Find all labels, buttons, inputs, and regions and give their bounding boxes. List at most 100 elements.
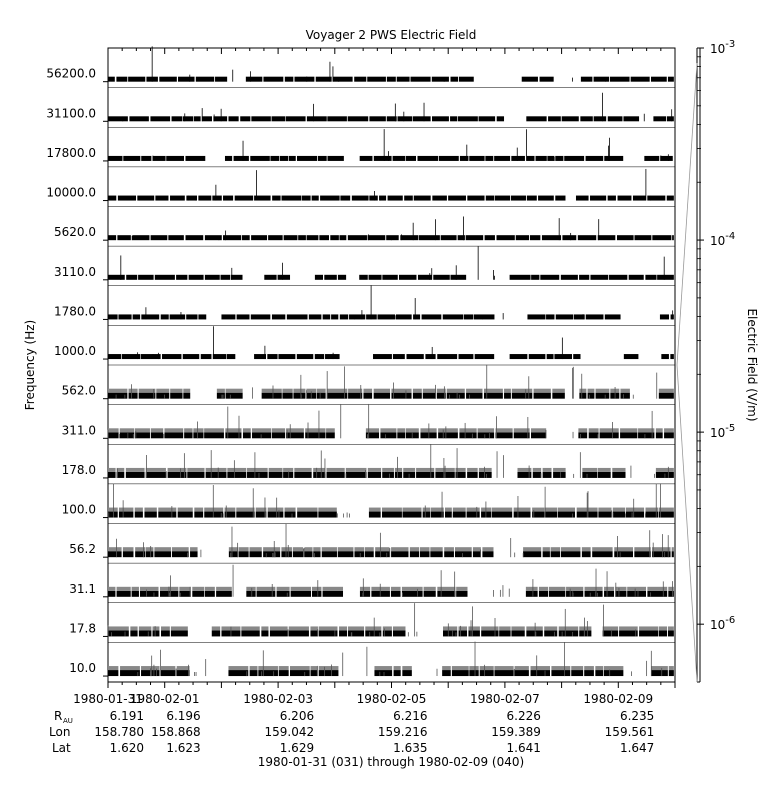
data-segment xyxy=(402,670,412,677)
data-segment xyxy=(322,314,331,320)
data-segment xyxy=(108,551,122,558)
noise-segment xyxy=(634,547,651,552)
data-segment xyxy=(401,590,423,597)
noise-segment xyxy=(313,467,326,472)
noise-segment xyxy=(391,547,409,552)
noise-segment xyxy=(532,507,545,512)
data-segment xyxy=(579,392,587,399)
data-segment xyxy=(368,511,381,518)
ephem-value-r_au: 6.235 xyxy=(620,709,654,723)
noise-segment xyxy=(135,547,146,552)
data-segment xyxy=(236,511,255,518)
ephem-value-r_au: 6.191 xyxy=(110,709,144,723)
data-segment xyxy=(494,670,514,677)
noise-segment xyxy=(651,666,668,671)
data-segment xyxy=(129,116,149,122)
data-segment xyxy=(135,551,146,558)
data-segment xyxy=(515,235,530,241)
noise-segment xyxy=(511,388,533,393)
data-segment xyxy=(469,670,479,677)
noise-segment xyxy=(455,467,466,472)
data-segment xyxy=(321,551,337,558)
noise-segment xyxy=(216,388,225,393)
data-segment xyxy=(228,551,238,558)
data-segment xyxy=(212,195,222,201)
noise-segment xyxy=(523,547,542,552)
noise-segment xyxy=(152,626,160,631)
noise-segment xyxy=(318,507,337,512)
data-segment xyxy=(250,155,270,161)
noise-segment xyxy=(612,467,626,472)
noise-segment xyxy=(326,388,348,393)
ephem-value-lon: 159.216 xyxy=(378,725,428,739)
data-segment xyxy=(417,155,439,161)
data-segment xyxy=(225,432,242,439)
data-segment xyxy=(294,76,315,82)
data-segment xyxy=(579,630,592,637)
noise-segment xyxy=(176,666,190,671)
noise-segment xyxy=(368,507,381,512)
data-segment xyxy=(382,511,402,518)
data-segment xyxy=(162,354,182,360)
data-segment xyxy=(326,432,335,439)
data-segment xyxy=(204,590,215,597)
noise-segment xyxy=(183,388,191,393)
noise-segment xyxy=(553,467,566,472)
noise-segment xyxy=(603,666,624,671)
noise-segment xyxy=(310,626,318,631)
data-segment xyxy=(363,392,373,399)
data-segment xyxy=(419,551,430,558)
data-segment xyxy=(264,274,277,280)
data-segment xyxy=(423,590,436,597)
noise-segment xyxy=(477,428,495,433)
noise-segment xyxy=(533,388,551,393)
noise-segment xyxy=(125,467,145,472)
data-segment xyxy=(278,670,289,677)
data-segment xyxy=(526,155,535,161)
data-segment xyxy=(320,195,340,201)
noise-segment xyxy=(588,428,599,433)
data-segment xyxy=(444,511,452,518)
noise-segment xyxy=(158,507,177,512)
data-segment xyxy=(454,551,472,558)
data-segment xyxy=(564,155,585,161)
data-segment xyxy=(412,116,431,122)
channel-trace xyxy=(108,46,674,82)
data-segment xyxy=(108,195,117,201)
data-segment xyxy=(319,235,329,241)
data-segment xyxy=(459,155,469,161)
noise-segment xyxy=(419,547,430,552)
noise-segment xyxy=(380,428,397,433)
data-segment xyxy=(365,630,382,637)
data-segment xyxy=(514,670,529,677)
channel-label: 56200.0 xyxy=(46,67,96,81)
data-segment xyxy=(561,116,579,122)
ephem-value-lat: 1.623 xyxy=(166,741,200,755)
data-segment xyxy=(296,354,314,360)
data-segment xyxy=(359,590,371,597)
data-segment xyxy=(284,511,296,518)
data-segment xyxy=(560,551,581,558)
data-segment xyxy=(552,392,565,399)
data-segment xyxy=(566,590,584,597)
noise-segment xyxy=(367,467,382,472)
channel-label: 178.0 xyxy=(62,463,96,477)
data-segment xyxy=(430,551,443,558)
noise-segment xyxy=(290,586,312,591)
data-segment xyxy=(398,274,417,280)
noise-segment xyxy=(550,547,560,552)
data-segment xyxy=(421,314,442,320)
noise-segment xyxy=(667,626,674,631)
data-segment xyxy=(139,590,159,597)
noise-segment xyxy=(160,666,176,671)
x-tick-label: 1980-02-05 xyxy=(357,692,427,706)
x-tick-label: 1980-02-01 xyxy=(130,692,200,706)
data-segment xyxy=(183,392,191,399)
noise-segment xyxy=(514,666,529,671)
data-segment xyxy=(526,116,547,122)
noise-segment xyxy=(184,428,193,433)
noise-segment xyxy=(134,428,150,433)
data-segment xyxy=(511,630,525,637)
data-segment xyxy=(204,511,224,518)
